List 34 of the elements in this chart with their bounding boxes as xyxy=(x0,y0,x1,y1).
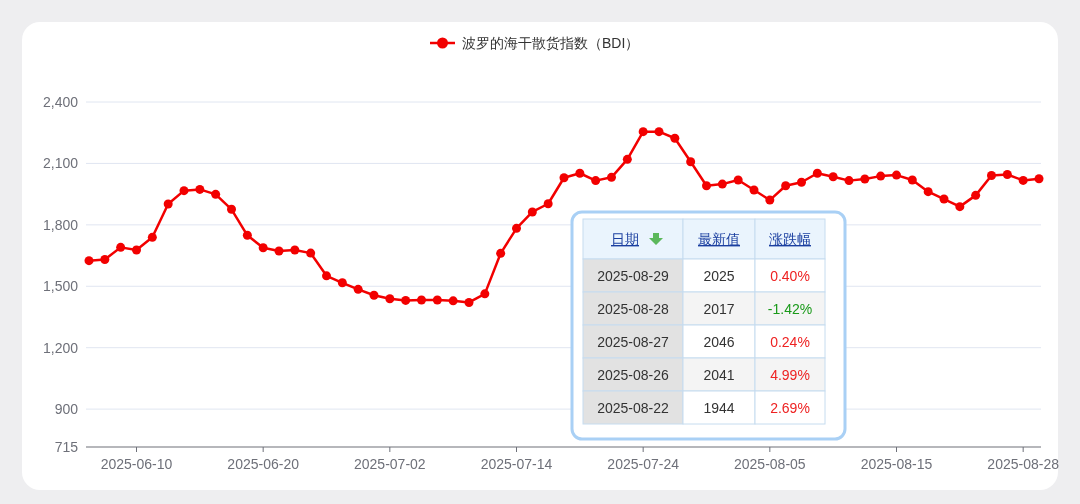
x-tick-label: 2025-06-10 xyxy=(100,456,173,472)
x-tick-label: 2025-08-15 xyxy=(860,456,933,472)
annotation: 2025-08-26 xyxy=(597,366,670,383)
annotation: 2025-08-29 xyxy=(597,267,670,284)
y-tick-label: 2,100 xyxy=(42,155,79,172)
annotation: 2025-08-27 xyxy=(597,333,670,350)
y-tick-label: 1,200 xyxy=(42,339,79,356)
annotation: 1944 xyxy=(703,399,735,416)
legend-label: 波罗的海干散货指数（BDI） xyxy=(462,35,640,51)
x-tick-label: 2025-07-24 xyxy=(607,456,680,472)
y-tick-label: 1,500 xyxy=(42,278,79,295)
x-tick-label: 2025-07-02 xyxy=(354,456,426,472)
x-tick-label: 2025-08-05 xyxy=(734,456,806,472)
x-tick-label: 2025-08-28 xyxy=(987,456,1060,472)
annotation: -1.42% xyxy=(767,300,813,317)
y-tick-label: 1,800 xyxy=(42,216,79,233)
annotation: 2017 xyxy=(703,300,735,317)
y-tick-label: 2,400 xyxy=(42,94,79,110)
x-tick-label: 2025-06-20 xyxy=(227,456,300,472)
annotation: 最新值 xyxy=(698,231,740,247)
annotation: 2025-08-22 xyxy=(597,399,670,416)
annotation: 涨跌幅 xyxy=(769,231,811,247)
annotation: 2.69% xyxy=(770,399,810,416)
y-tick-label: 900 xyxy=(54,401,79,418)
y-tick-label: 715 xyxy=(54,439,79,455)
annotation: 0.24% xyxy=(770,333,810,350)
annotation: 2025 xyxy=(703,267,735,284)
x-tick-label: 2025-07-14 xyxy=(480,456,553,472)
annotation: 2041 xyxy=(703,366,735,383)
annotation: 2046 xyxy=(703,333,735,350)
annotation: 4.99% xyxy=(770,366,810,383)
annotation: 日期 xyxy=(611,231,639,247)
annotation: 0.40% xyxy=(770,267,810,284)
annotation: 2025-08-28 xyxy=(597,300,670,317)
